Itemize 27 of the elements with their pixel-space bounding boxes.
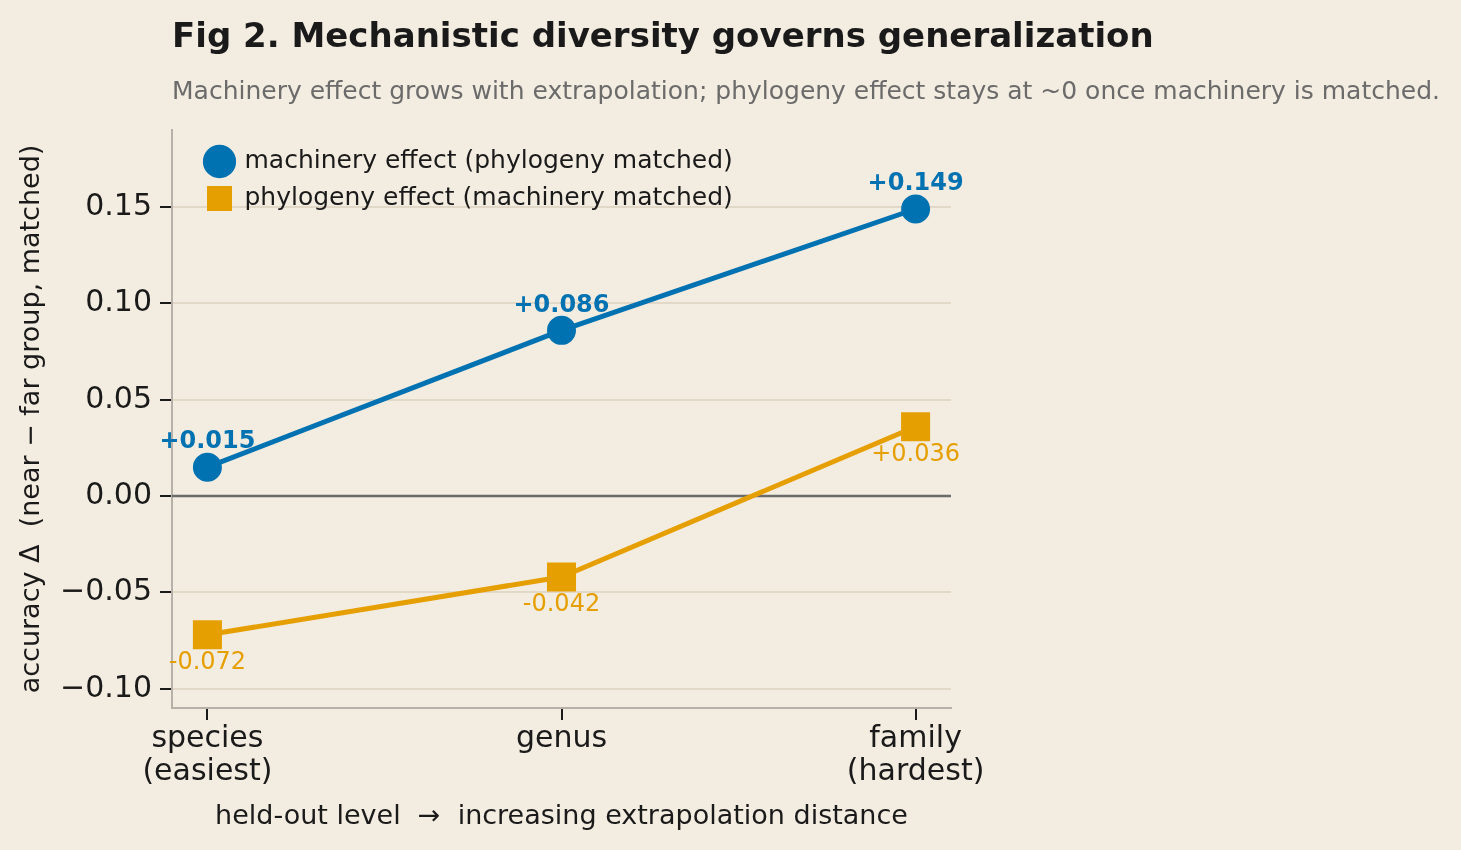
y-tick-label: 0.15 <box>85 186 152 222</box>
data-label: +0.086 <box>513 289 610 318</box>
y-tick-label: −0.05 <box>60 572 152 608</box>
data-label: +0.149 <box>867 168 964 197</box>
y-tick-label: 0.00 <box>85 475 152 511</box>
chart-subtitle: Machinery effect grows with extrapolation; phylogeny effect stays at ~0 once machinery is matched. <box>172 76 1440 106</box>
data-label: +0.036 <box>871 438 960 467</box>
point <box>546 562 577 592</box>
chart-title: Fig 2. Mechanistic diversity governs generalization <box>172 15 1154 56</box>
x-tick-label: genus <box>515 719 608 755</box>
legend-label: machinery effect (phylogeny matched) <box>244 145 733 174</box>
y-tick-label: 0.10 <box>85 283 152 319</box>
data-label: -0.072 <box>168 647 247 676</box>
data-label: +0.015 <box>159 426 256 455</box>
point <box>547 315 576 345</box>
y-tick-label: −0.10 <box>60 668 152 704</box>
point <box>192 452 222 482</box>
x-axis-title: held-out level → increasing extrapolation distance <box>215 798 908 830</box>
y-tick-label: 0.05 <box>85 379 152 415</box>
legend-label: phylogeny effect (machinery matched) <box>244 182 733 211</box>
x-tick-label: species (easiest) <box>142 719 273 788</box>
data-label: -0.042 <box>522 589 601 618</box>
point <box>192 620 222 650</box>
y-axis-title: accuracy Δ (near − far group, matched) <box>14 144 46 694</box>
x-tick-label: family (hardest) <box>846 719 985 788</box>
point <box>901 412 931 442</box>
point <box>901 194 931 224</box>
